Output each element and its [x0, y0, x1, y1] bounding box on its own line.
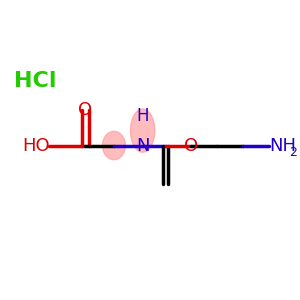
Text: NH: NH — [269, 136, 296, 154]
Text: HCl: HCl — [14, 71, 56, 91]
Text: 2: 2 — [290, 146, 297, 159]
Text: H: H — [136, 107, 149, 125]
Text: N: N — [136, 136, 149, 154]
Text: O: O — [78, 101, 92, 119]
Ellipse shape — [130, 109, 155, 152]
Ellipse shape — [103, 131, 125, 160]
Text: O: O — [184, 136, 198, 154]
Text: HO: HO — [22, 136, 50, 154]
